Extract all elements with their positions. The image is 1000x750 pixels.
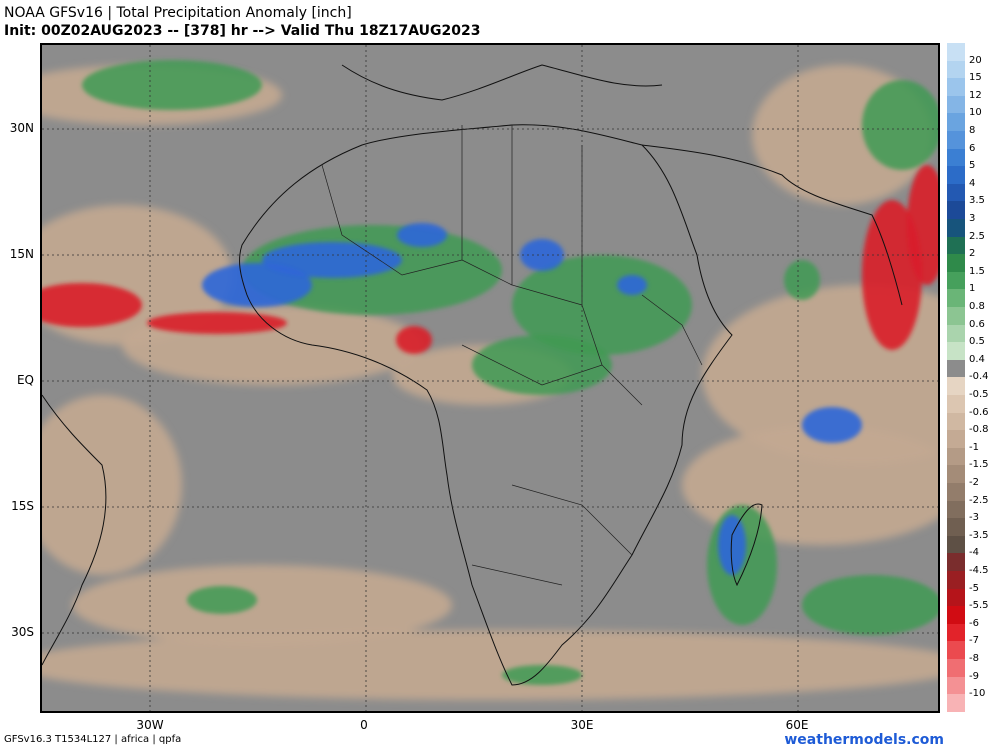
colorbar-swatch	[947, 483, 965, 502]
lon-label-60e: 60E	[785, 718, 809, 732]
colorbar-label: -2.5	[969, 494, 989, 506]
colorbar-swatch	[947, 131, 965, 150]
extreme-dry-anomaly-areas	[42, 165, 938, 354]
colorbar-swatch	[947, 307, 965, 326]
colorbar-label: 5	[969, 160, 976, 172]
colorbar-label: -0.4	[969, 371, 989, 383]
colorbar-swatch	[947, 254, 965, 273]
map-valid-time: Init: 00Z02AUG2023 -- [378] hr --> Valid…	[4, 23, 481, 39]
colorbar-swatch	[947, 324, 965, 343]
colorbar-label: -7	[969, 635, 979, 647]
colorbar-swatch	[947, 289, 965, 308]
lat-label-15s: 15S	[11, 499, 34, 513]
colorbar-swatch	[947, 641, 965, 660]
colorbar-label: 1.5	[969, 265, 985, 277]
colorbar-label: -10	[969, 688, 986, 700]
colorbar-label: -5.5	[969, 600, 989, 612]
colorbar-label: 0.5	[969, 336, 985, 348]
graticule	[42, 45, 938, 711]
colorbar-swatch	[947, 676, 965, 695]
lon-label-30w: 30W	[136, 718, 164, 732]
colorbar-swatch	[947, 588, 965, 607]
colorbar-swatch	[947, 113, 965, 132]
colorbar-label: -2	[969, 477, 979, 488]
colorbar-label: -5	[969, 582, 979, 594]
colorbar-label: -0.5	[969, 389, 989, 400]
lat-label-30s: 30S	[11, 625, 34, 639]
colorbar-label: 2	[969, 248, 976, 260]
credit-link[interactable]: weathermodels.com	[784, 732, 944, 748]
wet-anomaly-areas	[82, 60, 938, 685]
lon-label-0: 0	[360, 718, 368, 732]
lat-label-30n: 30N	[9, 121, 34, 135]
colorbar-swatch	[947, 377, 965, 396]
colorbar-label: 10	[969, 107, 982, 119]
colorbar-label: -0.8	[969, 424, 989, 436]
colorbar-label: 0.8	[969, 301, 985, 312]
map-canvas	[42, 45, 938, 711]
colorbar-label: 0.6	[969, 318, 985, 330]
colorbar-swatch	[947, 606, 965, 625]
colorbar-label: -0.6	[969, 406, 989, 418]
colorbar-label: -1.5	[969, 459, 989, 471]
colorbar-label: 6	[969, 142, 976, 154]
lat-label-15n: 15N	[9, 247, 34, 261]
colorbar-swatch	[947, 694, 965, 713]
colorbar-label: 20	[969, 54, 982, 66]
colorbar-swatch	[947, 571, 965, 590]
colorbar-swatch	[947, 43, 965, 62]
colorbar-label: 3	[969, 213, 976, 224]
colorbar-swatch	[947, 78, 965, 97]
colorbar-swatch	[947, 412, 965, 431]
colorbar-swatch	[947, 271, 965, 290]
colorbar-label: -9	[969, 670, 979, 682]
colorbar-label: -4.5	[969, 565, 989, 576]
colorbar-label: 3.5	[969, 195, 985, 207]
very-wet-anomaly-areas	[202, 223, 862, 575]
colorbar-label: -8	[969, 653, 979, 664]
colorbar-swatch	[947, 342, 965, 361]
colorbar-swatch	[947, 359, 965, 378]
colorbar-swatch	[947, 535, 965, 554]
colorbar-label: -6	[969, 617, 979, 629]
colorbar-swatch	[947, 95, 965, 114]
precipitation-anomaly-map	[40, 43, 940, 713]
model-footer: GFSv16.3 T1534L127 | africa | qpfa	[4, 734, 182, 745]
colorbar-label: -4	[969, 547, 979, 559]
colorbar-swatch	[947, 465, 965, 484]
colorbar-swatch	[947, 395, 965, 414]
colorbar-label: 8	[969, 125, 976, 136]
colorbar-swatch	[947, 553, 965, 572]
map-title: NOAA GFSv16 | Total Precipitation Anomal…	[4, 5, 352, 21]
lon-label-30e: 30E	[570, 718, 594, 732]
colorbar-label: 12	[969, 89, 982, 101]
colorbar-swatch	[947, 148, 965, 167]
colorbar-swatch	[947, 447, 965, 466]
lat-label-eq: EQ	[16, 373, 34, 387]
colorbar-swatch	[947, 500, 965, 519]
colorbar-label: -1	[969, 441, 979, 453]
colorbar-swatch	[947, 219, 965, 238]
colorbar-label: 0.4	[969, 353, 985, 365]
colorbar-swatch	[947, 60, 965, 79]
colorbar-swatch	[947, 430, 965, 449]
colorbar-swatch	[947, 623, 965, 642]
colorbar-swatch	[947, 166, 965, 185]
colorbar-label: 4	[969, 177, 976, 189]
colorbar-swatch	[947, 201, 965, 220]
colorbar-swatch	[947, 183, 965, 202]
colorbar-label: -3.5	[969, 529, 989, 541]
colorbar-swatch	[947, 236, 965, 255]
colorbar-label: 1	[969, 283, 976, 295]
colorbar-label: 2.5	[969, 230, 985, 242]
colorbar-label: -3	[969, 512, 979, 524]
colorbar-label: 15	[969, 72, 982, 84]
colorbar-swatch	[947, 518, 965, 537]
colorbar-swatch	[947, 659, 965, 678]
